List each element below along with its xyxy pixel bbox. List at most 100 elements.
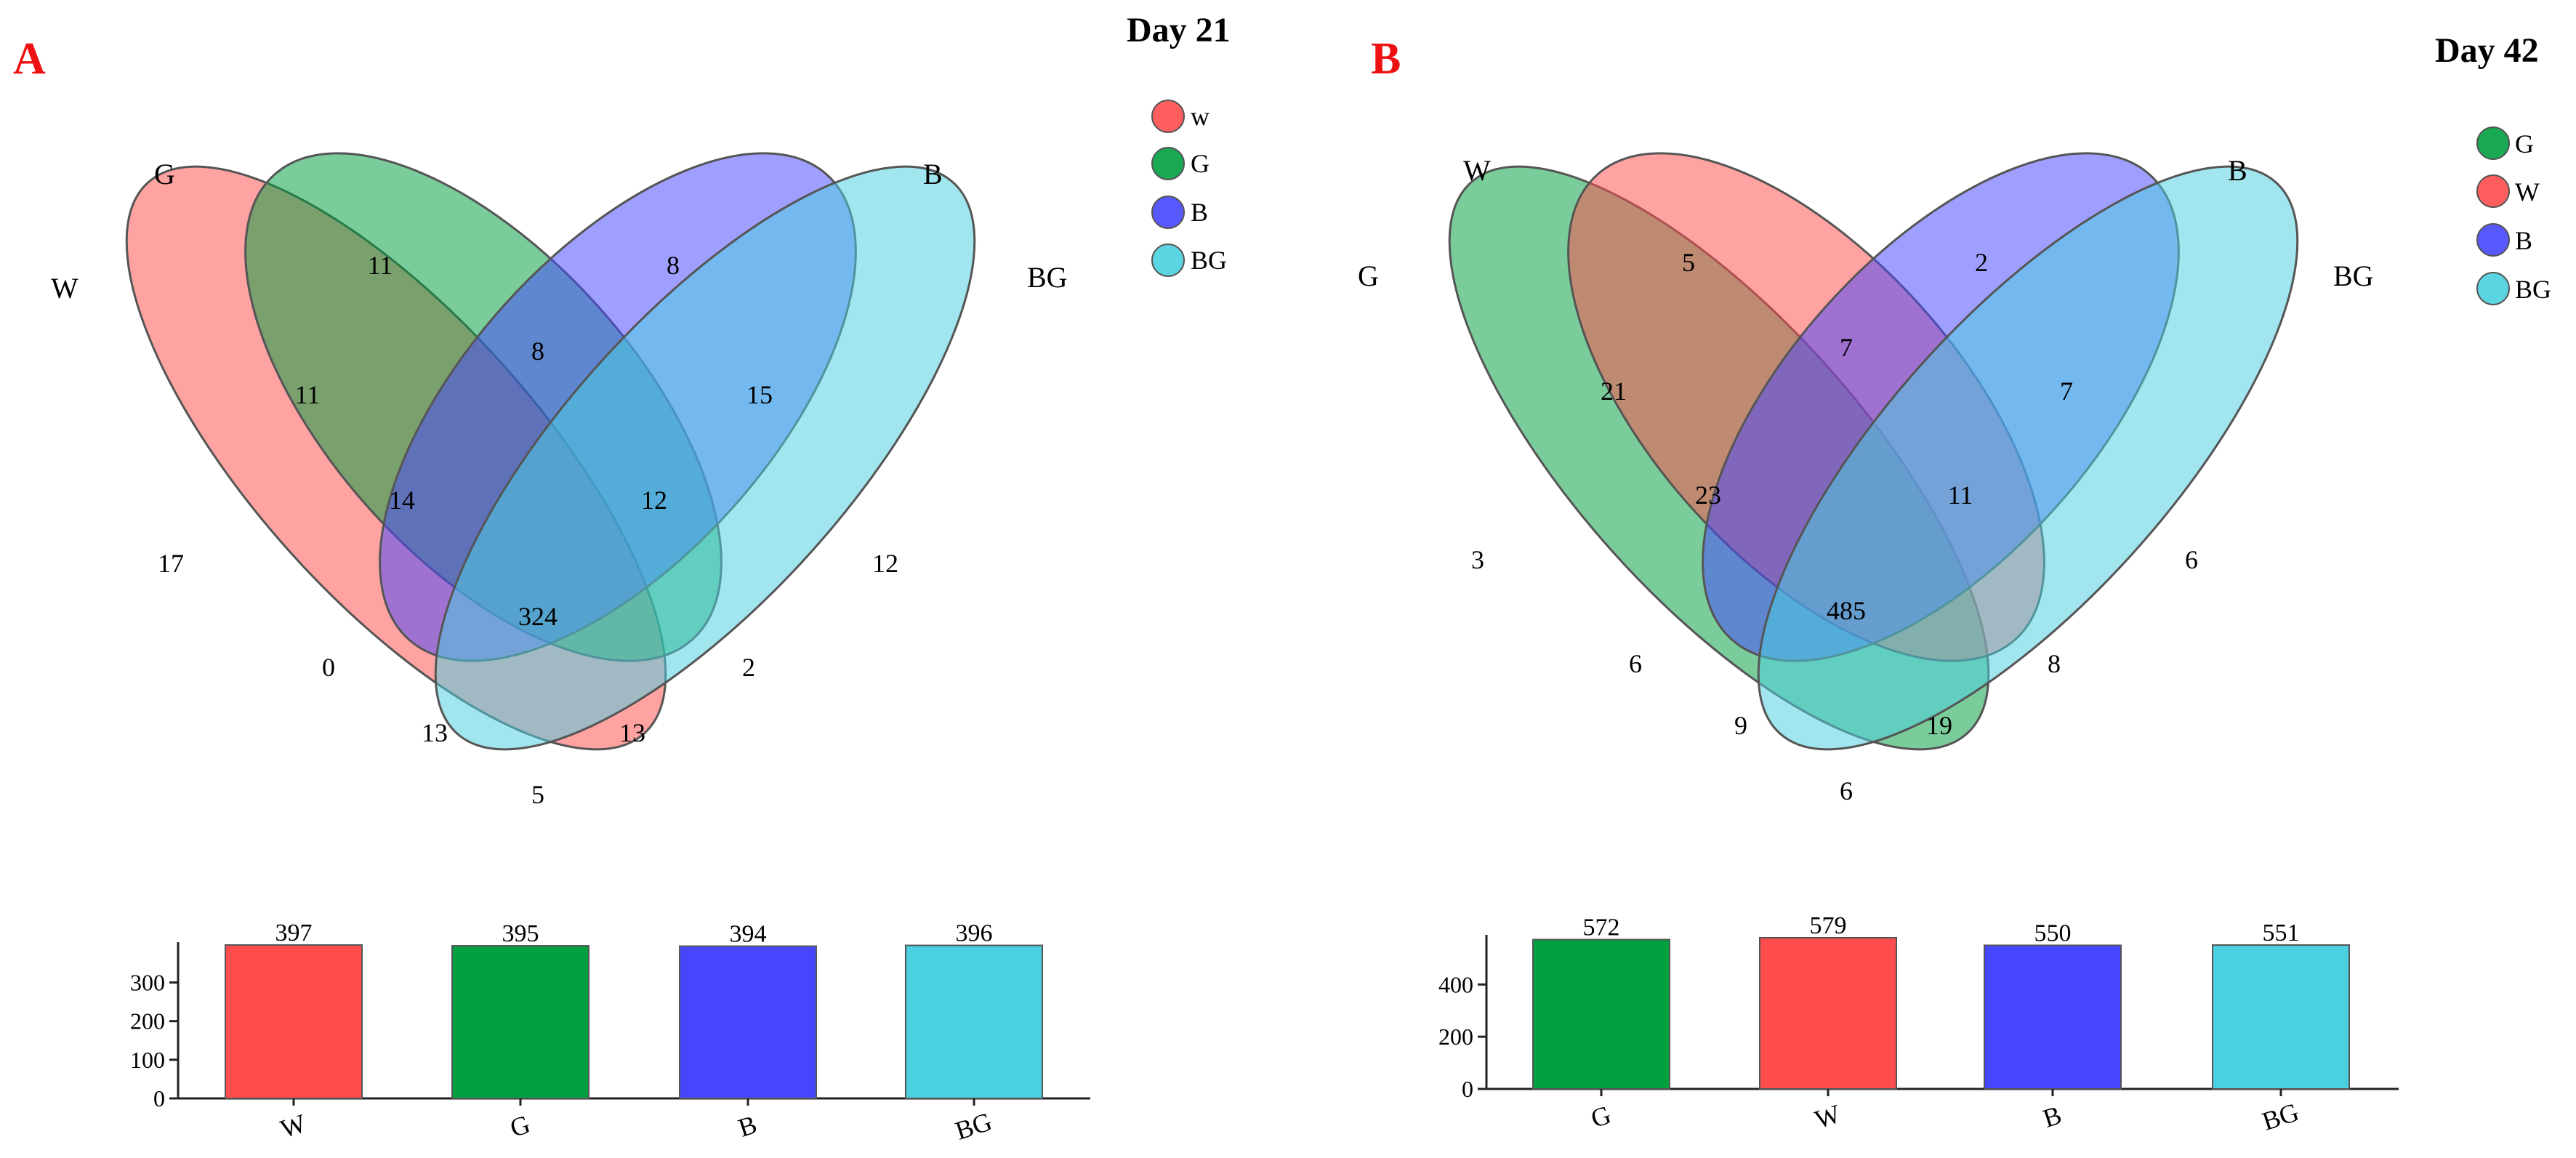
set-label-bg: BG	[2333, 260, 2374, 292]
region-g-bg: 6	[1840, 776, 1853, 805]
set-label-g: G	[154, 158, 175, 190]
bar-w	[1759, 937, 1897, 1090]
y-tick-label: 100	[130, 1047, 165, 1073]
region-g-b: 8	[531, 337, 544, 366]
bar-value-label: 397	[275, 920, 313, 946]
legend-label: W	[2515, 177, 2540, 206]
region-w-b: 7	[1840, 333, 1853, 362]
legend-label: B	[1191, 198, 1208, 227]
set-label-w: W	[1463, 154, 1491, 187]
panel-b-letter: B	[1371, 34, 1401, 84]
bar-value-label: 396	[956, 920, 993, 947]
bar-b	[679, 945, 817, 1100]
bar-w	[225, 944, 363, 1099]
bar-value-label: 395	[502, 920, 539, 947]
region-bg-only: 6	[2185, 545, 2198, 574]
x-tick-label: B	[735, 1109, 760, 1142]
panel-a-title: Day 21	[1127, 11, 1231, 49]
panel-b-venn	[1448, 152, 2299, 751]
y-tick-label: 400	[1438, 971, 1473, 997]
y-tick-label: 0	[153, 1085, 165, 1111]
legend-swatch	[2476, 126, 2510, 160]
region-w-b: 0	[322, 653, 335, 682]
legend-label: G	[2515, 129, 2534, 158]
set-label-b: B	[2228, 154, 2247, 187]
x-tick-label: G	[507, 1109, 534, 1143]
legend-swatch	[2476, 272, 2510, 305]
region-b-only: 2	[1975, 248, 1988, 277]
legend-swatch	[2476, 223, 2510, 257]
y-tick-label: 0	[1462, 1076, 1473, 1102]
x-tick-label: BG	[951, 1106, 995, 1145]
x-tick-label: W	[277, 1109, 310, 1144]
y-tick-label: 300	[130, 970, 165, 996]
ellipse-bg	[1757, 165, 2299, 751]
region-g-b-bg: 9	[1734, 711, 1747, 740]
legend-label: B	[2515, 226, 2532, 255]
bar-value-label: 572	[1583, 914, 1620, 941]
region-w-only: 5	[1682, 248, 1695, 277]
panel-a-venn	[125, 152, 976, 751]
region-bg-only: 12	[872, 549, 898, 578]
bar-g	[451, 945, 589, 1100]
region-w-b-bg: 13	[422, 718, 448, 747]
legend-swatch	[1151, 244, 1185, 277]
region-w-g-b: 14	[389, 486, 415, 515]
y-tick-label: 200	[130, 1008, 165, 1034]
legend-swatch	[1151, 147, 1185, 180]
legend-swatch	[1151, 196, 1185, 229]
legend-swatch	[2476, 174, 2510, 208]
panel-a-legend: w G B BG	[1151, 100, 1227, 277]
x-tick-label: B	[2040, 1100, 2065, 1133]
x-tick-label: W	[1811, 1099, 1844, 1135]
panel-a-letter: A	[13, 34, 46, 84]
panel-b-title: Day 42	[2435, 31, 2539, 70]
set-label-b: B	[923, 158, 943, 190]
x-tick-label: BG	[2258, 1097, 2302, 1135]
region-g-only: 11	[368, 251, 393, 280]
bar-value-label: 550	[2034, 920, 2072, 946]
region-g-b-bg: 12	[641, 486, 667, 515]
region-w-g: 11	[295, 380, 321, 409]
region-g-w: 21	[1601, 377, 1627, 406]
legend-label: G	[1191, 149, 1209, 178]
region-b-bg: 15	[746, 380, 773, 409]
y-tick-label: 200	[1438, 1024, 1473, 1050]
bar-bg	[2212, 944, 2350, 1090]
panel-a-bar-chart: 0 100 200 300 397 W 395 G 394 B 396 BG	[130, 920, 1090, 1146]
set-label-w: W	[51, 272, 79, 305]
x-tick-label: G	[1587, 1100, 1614, 1133]
set-label-g: G	[1358, 260, 1379, 292]
panel-b: B Day 42 G W B BG 5 2 7 21 7 23 11 3 6 4…	[1358, 31, 2551, 1136]
region-all: 485	[1827, 596, 1866, 625]
panel-a: A Day 21 W G B BG 11 8 8 11 15 14 12 17 …	[13, 11, 1231, 1146]
region-w-b-bg: 11	[1948, 481, 1973, 510]
region-w-bg: 5	[531, 780, 544, 809]
region-w-only: 17	[158, 549, 184, 578]
region-g-only: 3	[1471, 545, 1484, 574]
region-g-bg: 2	[742, 653, 755, 682]
bar-value-label: 579	[1810, 912, 1847, 939]
bar-g	[1532, 938, 1670, 1090]
region-g-w-bg: 19	[1926, 711, 1952, 740]
legend-label: BG	[2515, 275, 2551, 304]
region-g-w-b: 23	[1695, 481, 1721, 510]
bar-value-label: 394	[730, 921, 767, 948]
panel-b-bar-chart: 0 200 400 572 G 579 W 550 B 551 BG	[1438, 912, 2399, 1136]
panel-b-legend: G W B BG	[2476, 126, 2551, 305]
bar-value-label: 551	[2263, 920, 2300, 946]
region-w-g-bg: 13	[619, 718, 645, 747]
ellipse-bg	[434, 165, 976, 751]
set-label-bg: BG	[1027, 261, 1068, 294]
region-w-bg: 8	[2048, 649, 2061, 678]
legend-label: w	[1191, 102, 1209, 131]
region-b-only: 8	[667, 251, 680, 280]
legend-swatch	[1151, 100, 1185, 133]
region-g-b: 6	[1629, 649, 1642, 678]
legend-label: BG	[1191, 246, 1227, 275]
region-all: 324	[518, 602, 558, 631]
bar-bg	[905, 944, 1043, 1100]
region-b-bg: 7	[2060, 377, 2073, 406]
bar-b	[1984, 944, 2122, 1090]
